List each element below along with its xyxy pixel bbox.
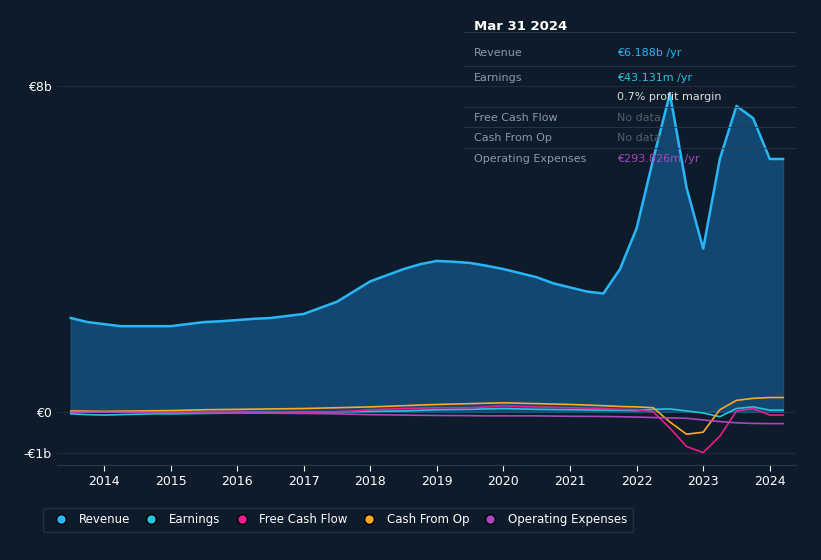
Text: Earnings: Earnings bbox=[474, 73, 522, 83]
Text: No data: No data bbox=[617, 113, 661, 123]
Text: Mar 31 2024: Mar 31 2024 bbox=[474, 20, 567, 32]
Legend: Revenue, Earnings, Free Cash Flow, Cash From Op, Operating Expenses: Revenue, Earnings, Free Cash Flow, Cash … bbox=[44, 507, 633, 533]
Text: Revenue: Revenue bbox=[474, 48, 523, 58]
Text: Cash From Op: Cash From Op bbox=[474, 133, 552, 143]
Text: No data: No data bbox=[617, 133, 661, 143]
Text: €6.188b /yr: €6.188b /yr bbox=[617, 48, 681, 58]
Text: Free Cash Flow: Free Cash Flow bbox=[474, 113, 557, 123]
Text: €293.826m /yr: €293.826m /yr bbox=[617, 154, 699, 164]
Text: 0.7% profit margin: 0.7% profit margin bbox=[617, 92, 722, 102]
Text: €43.131m /yr: €43.131m /yr bbox=[617, 73, 692, 83]
Text: Operating Expenses: Operating Expenses bbox=[474, 154, 586, 164]
